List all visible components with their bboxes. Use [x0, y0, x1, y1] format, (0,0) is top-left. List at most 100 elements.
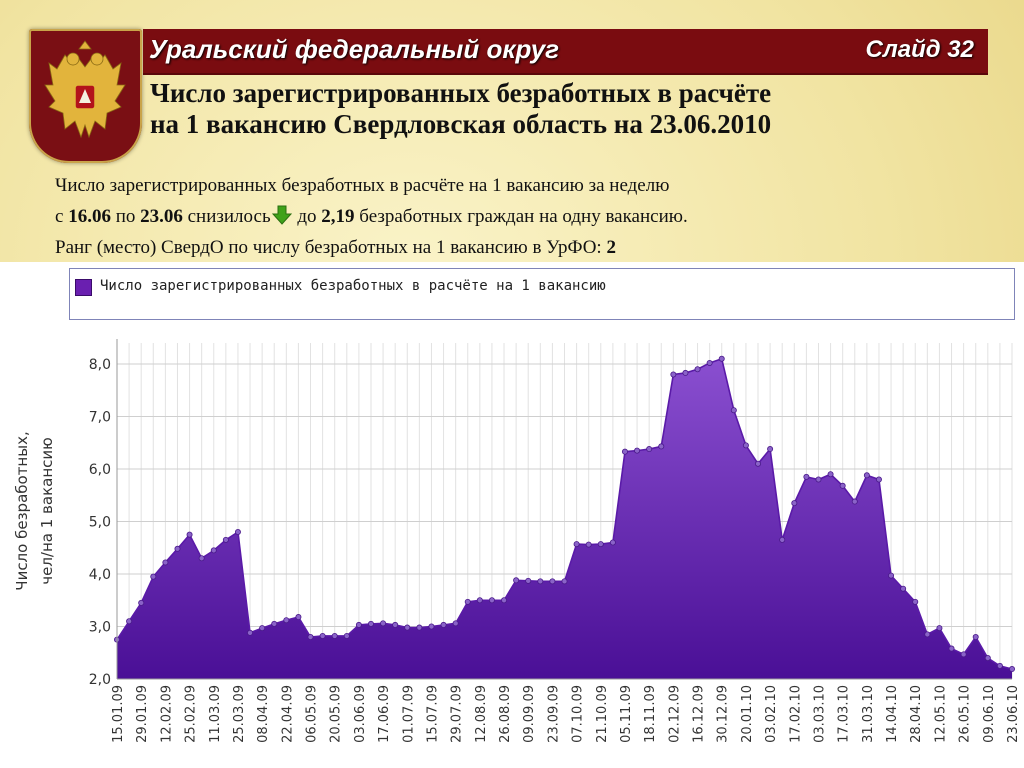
y-tick-label: 4,0 — [89, 567, 111, 583]
description-line-1: Число зарегистрированных безработных в р… — [55, 175, 670, 196]
data-point — [247, 629, 254, 636]
data-point — [585, 541, 592, 548]
text-fragment: снизилось — [182, 206, 271, 227]
data-point — [634, 447, 641, 454]
x-tick-label: 15.01.09 — [111, 685, 126, 743]
x-tick-label: 15.07.09 — [425, 685, 440, 743]
x-tick-label: 03.02.10 — [764, 685, 779, 743]
data-point — [706, 359, 713, 366]
x-tick-label: 20.05.09 — [329, 685, 344, 743]
description-block: Число зарегистрированных безработных в р… — [55, 170, 995, 263]
x-tick-label: 23.06.10 — [1006, 685, 1021, 743]
data-point — [670, 371, 677, 378]
data-point — [452, 620, 459, 627]
x-tick-label: 03.03.10 — [812, 685, 827, 743]
data-point — [174, 545, 181, 552]
data-point — [779, 536, 786, 543]
data-point — [138, 599, 145, 606]
data-point — [537, 578, 544, 585]
series-points — [114, 355, 1016, 673]
coat-of-arms-emblem — [29, 29, 142, 163]
x-tick-label: 12.08.09 — [474, 685, 489, 743]
data-point — [222, 536, 229, 543]
region-title: Уральский федеральный округ — [149, 34, 560, 64]
data-point — [646, 446, 653, 453]
x-tick-label: 22.04.09 — [280, 685, 295, 743]
data-point — [767, 446, 774, 453]
data-point — [307, 633, 314, 640]
ratio-value: 2,19 — [321, 206, 355, 227]
data-point — [972, 633, 979, 640]
data-point — [440, 621, 447, 628]
data-point — [742, 442, 749, 449]
data-point — [283, 617, 290, 624]
text-fragment: безработных граждан на одну вакансию. — [354, 206, 688, 227]
x-tick-label: 09.09.09 — [522, 685, 537, 743]
area-chart: 2,0 3,0 4,0 5,0 6,0 7,0 8,0 15.01.09 29.01.09 12… — [13, 339, 1021, 743]
data-point — [343, 632, 350, 639]
data-point — [319, 632, 326, 639]
data-point — [694, 366, 701, 373]
legend-swatch — [75, 279, 92, 296]
y-tick-label: 6,0 — [89, 462, 111, 478]
legend-label: Число зарегистрированных безработных в р… — [100, 278, 606, 294]
x-tick-label: 01.07.09 — [401, 685, 416, 743]
description-line-2: с 16.06 по 23.06 снизилось до 2,19 безра… — [55, 201, 995, 232]
x-tick-label: 17.02.10 — [788, 685, 803, 743]
x-tick-label: 08.04.09 — [256, 685, 271, 743]
data-point — [948, 645, 955, 652]
x-tick-label: 23.09.09 — [546, 685, 561, 743]
data-point — [367, 620, 374, 627]
data-point — [501, 597, 508, 604]
data-point — [984, 654, 991, 661]
data-point — [186, 531, 193, 538]
data-point — [900, 585, 907, 592]
x-tick-label: 29.01.09 — [135, 685, 150, 743]
data-point — [791, 500, 798, 507]
data-point — [561, 578, 568, 585]
data-point — [803, 473, 810, 480]
x-tick-label: 28.04.10 — [909, 685, 924, 743]
x-tick-label: 07.10.09 — [571, 685, 586, 743]
data-point — [597, 541, 604, 548]
data-point — [682, 369, 689, 376]
data-point — [488, 597, 495, 604]
data-point — [730, 407, 737, 414]
data-point — [392, 621, 399, 628]
data-point — [755, 460, 762, 467]
data-point — [416, 624, 423, 631]
y-tick-label: 7,0 — [89, 410, 111, 426]
x-tick-label: 17.06.09 — [377, 685, 392, 743]
subtitle-line-1: Число зарегистрированных безработных в р… — [150, 78, 772, 108]
data-point — [863, 472, 870, 479]
data-point — [609, 539, 616, 546]
x-tick-label: 18.11.09 — [643, 685, 658, 743]
data-point — [198, 555, 205, 562]
x-tick-label: 31.03.10 — [861, 685, 876, 743]
data-point — [210, 547, 217, 554]
x-tick-label: 25.02.09 — [184, 685, 199, 743]
chart-legend: Число зарегистрированных безработных в р… — [69, 268, 1015, 320]
data-point — [936, 625, 943, 632]
data-point — [996, 662, 1003, 669]
date-to: 23.06 — [140, 206, 183, 227]
y-axis-label-line-2: чел/на 1 вакансию — [38, 437, 56, 585]
text-fragment: Ранг (место) СвердО по числу безработных… — [55, 237, 607, 258]
data-point — [271, 620, 278, 627]
data-point — [331, 632, 338, 639]
x-tick-label: 16.12.09 — [692, 685, 707, 743]
slide-number: Слайд 32 — [865, 36, 974, 63]
y-tick-label: 5,0 — [89, 515, 111, 531]
text-fragment: до — [292, 206, 322, 227]
data-point — [150, 573, 157, 580]
x-tick-label: 11.03.09 — [208, 685, 223, 743]
data-point — [851, 498, 858, 505]
x-tick-label: 29.07.09 — [450, 685, 465, 743]
x-tick-label: 03.06.09 — [353, 685, 368, 743]
data-point — [380, 620, 387, 627]
subtitle-line-2: на 1 вакансию Свердловская область на 23… — [150, 109, 772, 139]
data-point — [355, 621, 362, 628]
title-bar: Уральский федеральный округ Слайд 32 — [143, 29, 988, 75]
data-point — [839, 482, 846, 489]
x-tick-label: 02.12.09 — [667, 685, 682, 743]
